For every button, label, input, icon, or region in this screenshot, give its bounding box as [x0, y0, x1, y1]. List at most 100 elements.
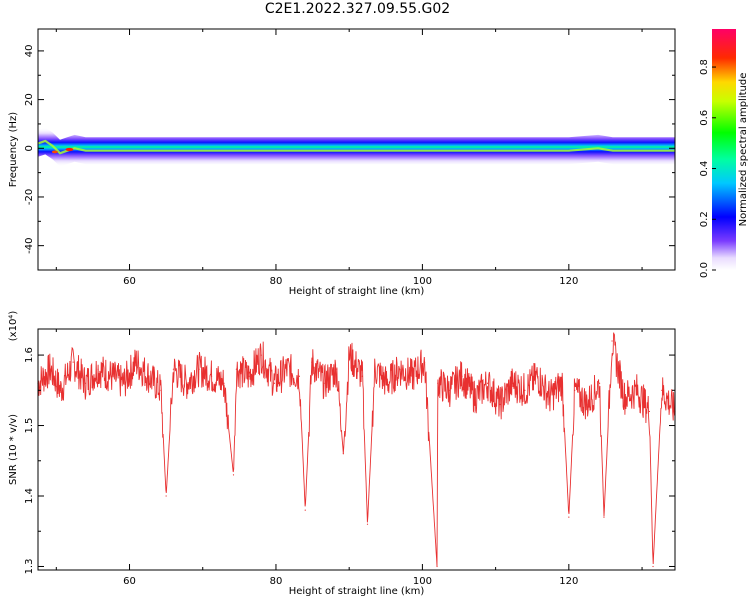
colorbar-label: Normalized spectral amplitude	[738, 73, 749, 227]
snr-data-point	[536, 375, 538, 377]
snr-data-point	[437, 382, 439, 384]
snr-data-point	[436, 565, 438, 568]
snr-data-point	[135, 361, 137, 363]
snr-data-point	[623, 396, 626, 398]
plot-frame	[37, 328, 676, 571]
spectral-peak	[51, 150, 58, 154]
y-tick-label: 1.5	[24, 418, 35, 434]
snr-data-point	[661, 389, 663, 391]
snr-data-point	[486, 382, 489, 384]
snr-data-point	[423, 361, 426, 363]
x-tick-label: 60	[123, 276, 136, 287]
x-axis-label: Height of straight line (km)	[289, 286, 425, 297]
snr-data-point	[336, 368, 338, 370]
snr-data-point	[574, 389, 576, 391]
snr-data-point	[260, 354, 262, 356]
y-tick-label: 1.4	[24, 488, 35, 504]
snr-data-point	[652, 565, 654, 568]
y-tick-label: 1.3	[24, 559, 35, 575]
snr-data-point	[342, 453, 344, 455]
x-tick-label: 80	[270, 576, 283, 587]
snr-data-point	[511, 382, 514, 384]
y-tick-label: -40	[24, 237, 35, 253]
snr-data-point	[366, 523, 369, 525]
snr-data-point	[232, 474, 235, 476]
snr-data-point	[524, 389, 526, 391]
snr-data-point	[298, 375, 300, 377]
y-tick-label: 1.6	[24, 347, 35, 363]
snr-data-point	[323, 382, 325, 384]
colorbar-tick-label: 0.2	[699, 211, 710, 227]
colorbar-tick-label: 0.4	[699, 161, 710, 177]
snr-data-point	[474, 396, 476, 398]
x-axis-label: Height of straight line (km)	[289, 586, 425, 597]
colorbar-gradient	[712, 29, 736, 270]
snr-data-point	[603, 516, 605, 518]
snr-data-point	[110, 375, 112, 377]
x-tick-label: 60	[123, 576, 136, 587]
colorbar-tick-label: 0.6	[699, 110, 710, 126]
snr-data-point	[561, 382, 563, 384]
x-tick-label: 80	[270, 276, 283, 287]
snr-data-point	[97, 368, 99, 370]
y-multiplier-label: (x10⁴)	[8, 311, 19, 342]
snr-data-point	[60, 389, 62, 391]
y-axis-label: Frequency (Hz)	[8, 112, 19, 188]
snr-data-point	[84, 382, 87, 384]
snr-data-point	[586, 403, 588, 406]
snr-data-point	[499, 403, 501, 406]
snr-data-point	[411, 375, 413, 377]
y-tick-label: 20	[24, 93, 35, 106]
snr-data-point	[235, 368, 238, 370]
snr-data-point	[49, 368, 52, 370]
snr-data-point	[611, 340, 613, 342]
spectrogram-chart: 60 80 100 120 -40 -20 0 20 40 Height of straight …	[8, 28, 676, 297]
snr-data-point	[147, 375, 150, 377]
snr-data-point	[361, 375, 363, 377]
x-tick-label: 120	[559, 276, 578, 287]
snr-data-point	[386, 382, 388, 384]
snr-data-point	[273, 382, 276, 384]
snr-data-point	[348, 354, 350, 356]
snr-data-point	[210, 375, 213, 377]
y-tick-label: 40	[24, 45, 35, 58]
snr-data-point	[304, 509, 306, 511]
chart-title: C2E1.2022.327.09.55.G02	[264, 1, 451, 17]
snr-data-point	[448, 389, 451, 391]
snr-data-point	[636, 389, 638, 391]
spectral-ridge-band	[38, 127, 675, 167]
snr-data-point	[374, 368, 376, 370]
snr-line-chart: 60 80 100 120 1.3 1.4 1.5 1.6 Height of straight…	[8, 311, 676, 597]
snr-data-point	[186, 382, 188, 384]
snr-series-line	[38, 332, 675, 567]
y-axis-label: SNR (10 * v/v)	[8, 414, 19, 485]
colorbar-tick-label: 0.8	[699, 59, 710, 75]
snr-data-point	[549, 396, 551, 398]
snr-data-point	[72, 361, 74, 363]
snr-data-point	[165, 495, 167, 497]
snr-data-point	[568, 516, 570, 518]
snr-data-point	[223, 382, 225, 384]
x-tick-label: 100	[413, 576, 432, 587]
snr-data-point	[198, 368, 200, 370]
x-tick-label: 120	[559, 576, 578, 587]
colorbar-tick-label: 0.0	[699, 262, 710, 278]
snr-data-point	[248, 375, 250, 377]
spectral-peak	[65, 147, 74, 152]
colorbar: 0.0 0.2 0.4 0.6 0.8 Normalized spectral ampli…	[699, 29, 749, 278]
y-tick-label: 0	[24, 145, 35, 151]
snr-data-point	[160, 389, 162, 391]
snr-data-point	[399, 368, 401, 370]
y-tick-label: -20	[24, 189, 35, 205]
snr-data-point	[123, 382, 125, 384]
spectral-ridge-core	[37, 139, 675, 155]
snr-data-point	[648, 410, 650, 413]
snr-data-point	[461, 375, 463, 377]
snr-data-point	[598, 382, 601, 384]
x-tick-label: 100	[413, 276, 432, 287]
snr-data-point	[172, 368, 175, 370]
snr-data-point	[286, 368, 288, 370]
snr-data-point	[311, 361, 313, 363]
plot-frame	[37, 28, 676, 271]
